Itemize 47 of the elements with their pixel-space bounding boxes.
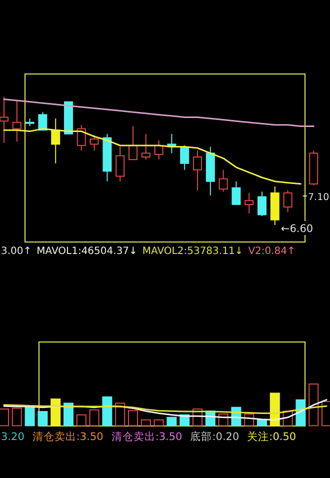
text: MAVOL1:46504.37↓: [36, 246, 138, 257]
bar: [218, 414, 228, 426]
bar: [282, 410, 293, 426]
candlestick: [193, 150, 202, 191]
candlestick: [128, 126, 138, 160]
candlestick: [180, 144, 190, 170]
bar: [12, 408, 22, 426]
text: 关注:0.50: [247, 430, 296, 443]
candlestick: [232, 180, 241, 205]
bar: [192, 408, 202, 426]
bar: [166, 416, 177, 426]
text: 3.20: [1, 431, 24, 443]
bar: [50, 398, 61, 426]
candlestick: [258, 191, 266, 217]
bar: [115, 402, 126, 426]
text: 清仓卖出:3.50: [111, 430, 182, 443]
bar: [128, 410, 138, 426]
bar: [154, 419, 164, 426]
bar: [102, 396, 112, 426]
text: 底部:0.20: [190, 430, 240, 443]
bar: [140, 419, 151, 426]
candlestick: [244, 192, 254, 214]
text: V2:0.84↑: [248, 246, 296, 257]
candlestick: [141, 133, 150, 160]
text: MAVOL2:53783.11↓: [142, 246, 244, 257]
bar: [76, 414, 86, 426]
candlestick: [38, 112, 48, 131]
bar: [308, 384, 319, 426]
bar: [64, 402, 74, 426]
candlestick: [0, 96, 8, 144]
annotation: ←6.60: [280, 223, 314, 235]
bar: [24, 406, 35, 426]
bar: [0, 408, 9, 426]
candlestick: [283, 190, 292, 213]
candlestick: [12, 100, 22, 142]
candlestick: [76, 124, 86, 152]
text: 3.00↑: [1, 246, 32, 257]
candlestick: [116, 146, 125, 182]
candlestick: [218, 169, 228, 192]
candlestick: [90, 134, 99, 152]
text: 清仓卖出:3.50: [32, 430, 104, 443]
bar: [38, 411, 48, 426]
bar: [270, 392, 280, 426]
candlestick: [51, 118, 60, 164]
bar: [244, 414, 254, 426]
annotation: 7.10: [308, 192, 330, 203]
bar: [89, 409, 100, 426]
